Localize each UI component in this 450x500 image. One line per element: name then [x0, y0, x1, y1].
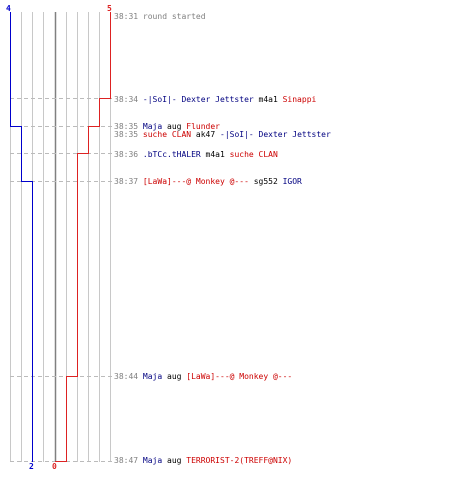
log-time: 38:34 — [114, 95, 139, 104]
log-time: 38:35 — [114, 130, 139, 139]
red-team-line — [55, 12, 111, 462]
log-text: round started — [142, 12, 206, 21]
log-victim: suche CLAN — [229, 150, 278, 159]
log-time: 38:37 — [114, 177, 139, 186]
blue-team-line — [10, 12, 33, 462]
log-row: 38:35 suche CLAN ak47 -|SoI|- Dexter Jet… — [114, 130, 331, 139]
log-row: 38:31 round started — [114, 12, 206, 21]
log-killer: suche CLAN — [142, 130, 192, 139]
log-row: 38:44 Maja aug [LaWa]---@ Monkey @--- — [114, 372, 292, 381]
log-weapon: aug — [162, 372, 187, 381]
log-time: 38:47 — [114, 456, 139, 465]
log-row: 38:34 -|SoI|- Dexter Jettster m4a1 Sinap… — [114, 95, 316, 104]
log-time: 38:31 — [114, 12, 139, 21]
log-weapon: ak47 — [191, 130, 220, 139]
log-killer: Maja — [142, 456, 163, 465]
log-victim: -|SoI|- Dexter Jettster — [220, 130, 331, 139]
log-killer: Maja — [142, 122, 163, 131]
red-start-count: 5 — [107, 4, 112, 13]
log-killer: -|SoI|- Dexter Jettster — [142, 95, 254, 104]
log-row: 38:36 .bTCc.tHALER m4a1 suche CLAN — [114, 150, 278, 159]
log-row: 38:35 Maja aug Flunder — [114, 122, 220, 131]
log-time: 38:35 — [114, 122, 139, 131]
log-row: 38:47 Maja aug TERRORIST-2(TREFF@NIX) — [114, 456, 292, 465]
log-killer: [LaWa]---@ Monkey @--- — [142, 177, 249, 186]
log-victim: Sinappi — [282, 95, 317, 104]
blue-start-count: 4 — [6, 4, 11, 13]
log-time: 38:36 — [114, 150, 139, 159]
blue-end-count: 2 — [29, 462, 34, 471]
log-killer: Maja — [142, 372, 163, 381]
log-weapon: aug — [162, 122, 187, 131]
red-end-count: 0 — [52, 462, 57, 471]
log-victim: IGOR — [282, 177, 302, 186]
log-weapon: m4a1 — [253, 95, 283, 104]
log-victim: Flunder — [186, 122, 220, 131]
log-killer: .bTCc.tHALER — [142, 150, 201, 159]
log-weapon: aug — [162, 456, 187, 465]
log-weapon: sg552 — [248, 177, 283, 186]
log-weapon: m4a1 — [200, 150, 230, 159]
log-row: 38:37 [LaWa]---@ Monkey @--- sg552 IGOR — [114, 177, 302, 186]
log-victim: [LaWa]---@ Monkey @--- — [186, 372, 293, 381]
log-time: 38:44 — [114, 372, 139, 381]
log-victim: TERRORIST-2(TREFF@NIX) — [186, 456, 293, 465]
